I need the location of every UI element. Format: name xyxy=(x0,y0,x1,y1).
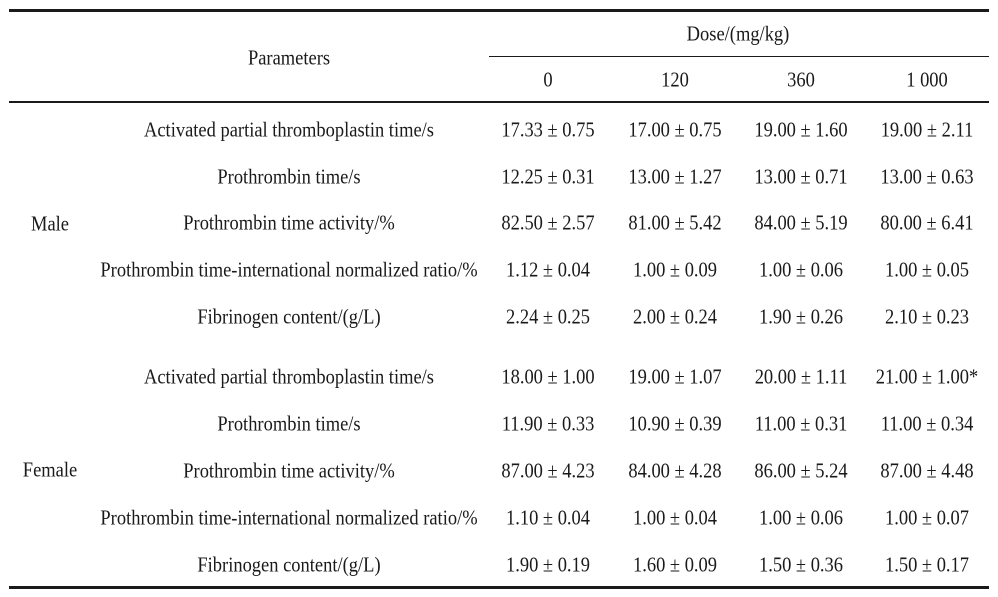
table-cell: 10.90 ± 0.39 xyxy=(628,411,722,436)
table-cell: 1.12 ± 0.04 xyxy=(505,257,591,282)
table-cell: 82.50 ± 2.57 xyxy=(501,210,595,235)
parameter-label: Prothrombin time activity/% xyxy=(183,458,395,483)
table-cell: 17.33 ± 0.75 xyxy=(501,117,595,142)
table-cell: 81.00 ± 5.42 xyxy=(628,210,722,235)
table-cell: 87.00 ± 4.23 xyxy=(501,458,595,483)
table-cell: 87.00 ± 4.48 xyxy=(880,458,974,483)
table-cell: 1.50 ± 0.36 xyxy=(758,552,844,577)
table-cell: 20.00 ± 1.11 xyxy=(754,364,848,389)
parameter-label: Fibrinogen content/(g/L) xyxy=(197,552,381,577)
table-cell: 13.00 ± 1.27 xyxy=(628,164,722,189)
table-cell: 2.10 ± 0.23 xyxy=(884,304,970,329)
parameter-label: Prothrombin time-international normalize… xyxy=(100,505,478,530)
parameter-label: Prothrombin time activity/% xyxy=(183,210,395,235)
table-cell: 1.60 ± 0.09 xyxy=(632,552,718,577)
table-cell: 13.00 ± 0.71 xyxy=(754,164,848,189)
table-cell: 1.00 ± 0.05 xyxy=(884,257,970,282)
table-cell: 21.00 ± 1.00* xyxy=(875,364,979,389)
table-cell: 1.00 ± 0.06 xyxy=(758,257,844,282)
dose-header-rule xyxy=(489,56,989,57)
table-top-rule xyxy=(9,9,989,12)
table-cell: 19.00 ± 1.60 xyxy=(754,117,848,142)
parameter-label: Activated partial thromboplastin time/s xyxy=(144,364,434,389)
table-cell: 1.00 ± 0.06 xyxy=(758,505,844,530)
table-bottom-rule xyxy=(9,586,989,589)
table-cell: 1.00 ± 0.09 xyxy=(632,257,718,282)
parameter-label: Fibrinogen content/(g/L) xyxy=(197,304,381,329)
table-cell: 1.90 ± 0.26 xyxy=(758,304,844,329)
parameter-label: Activated partial thromboplastin time/s xyxy=(144,117,434,142)
table-cell: 11.00 ± 0.31 xyxy=(754,411,848,436)
table-cell: 1.00 ± 0.04 xyxy=(632,505,718,530)
table-cell: 84.00 ± 5.19 xyxy=(754,210,848,235)
dose-level-360: 360 xyxy=(787,67,815,92)
table-cell: 11.90 ± 0.33 xyxy=(501,411,595,436)
table-cell: 19.00 ± 2.11 xyxy=(880,117,974,142)
table-cell: 18.00 ± 1.00 xyxy=(501,364,595,389)
dose-level-1000: 1 000 xyxy=(906,67,948,92)
group-label-male: Male xyxy=(31,211,69,236)
table-cell: 1.50 ± 0.17 xyxy=(884,552,970,577)
table-cell: 2.24 ± 0.25 xyxy=(505,304,591,329)
table-cell: 11.00 ± 0.34 xyxy=(880,411,974,436)
table-cell: 17.00 ± 0.75 xyxy=(628,117,722,142)
dose-level-0: 0 xyxy=(543,67,553,92)
table-cell: 1.10 ± 0.04 xyxy=(505,505,591,530)
group-label-female: Female xyxy=(22,457,78,482)
table-cell: 19.00 ± 1.07 xyxy=(628,364,722,389)
table-header-rule xyxy=(9,101,989,103)
parameters-header: Parameters xyxy=(247,45,331,70)
table-cell: 1.90 ± 0.19 xyxy=(505,552,591,577)
table-cell: 13.00 ± 0.63 xyxy=(880,164,974,189)
table-cell: 1.00 ± 0.07 xyxy=(884,505,970,530)
table-cell: 86.00 ± 5.24 xyxy=(754,458,848,483)
table-cell: 80.00 ± 6.41 xyxy=(880,210,974,235)
table-cell: 12.25 ± 0.31 xyxy=(501,164,595,189)
parameter-label: Prothrombin time/s xyxy=(217,164,361,189)
parameter-label: Prothrombin time/s xyxy=(217,411,361,436)
table-cell: 84.00 ± 4.28 xyxy=(628,458,722,483)
dose-level-120: 120 xyxy=(661,67,689,92)
dose-header: Dose/(mg/kg) xyxy=(686,21,790,46)
parameter-label: Prothrombin time-international normalize… xyxy=(100,257,478,282)
table-cell: 2.00 ± 0.24 xyxy=(632,304,718,329)
